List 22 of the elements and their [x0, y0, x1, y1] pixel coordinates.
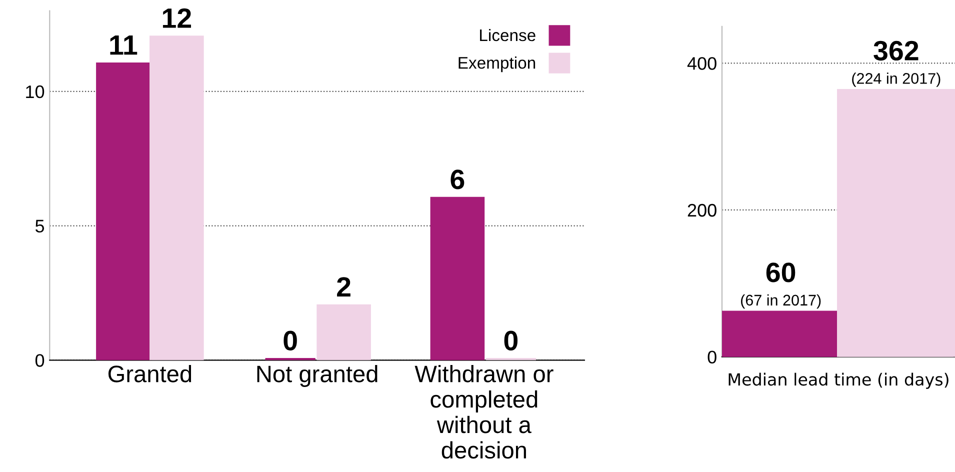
- x-tick-label: Not granted: [257, 364, 378, 388]
- data-label: 0: [504, 330, 518, 350]
- y-tick-label: 400: [687, 57, 716, 70]
- annotation: (67 in 2017): [741, 294, 821, 309]
- y-tick-label: 5: [35, 220, 44, 233]
- y-tick-label: 10: [26, 85, 44, 98]
- data-label: 12: [162, 8, 192, 28]
- data-label: 0: [284, 330, 297, 350]
- data-label: 362: [874, 40, 918, 61]
- legend-label: Exemption: [458, 56, 536, 72]
- legend-label: License: [480, 28, 536, 42]
- y-tick-label: 0: [708, 350, 716, 364]
- data-label: 6: [450, 170, 464, 190]
- data-label: 60: [766, 262, 796, 282]
- x-tick-label: Granted: [108, 364, 192, 382]
- annotation: (224 in 2017): [852, 72, 940, 87]
- data-label: 11: [110, 36, 138, 55]
- data-label: 2: [337, 277, 350, 296]
- y-tick-label: 0: [35, 354, 44, 367]
- x-tick-label: Withdrawn or completed without a decision: [414, 364, 554, 459]
- y-tick-label: 200: [688, 204, 716, 217]
- x-axis-title: Median lead time (in days): [728, 372, 948, 389]
